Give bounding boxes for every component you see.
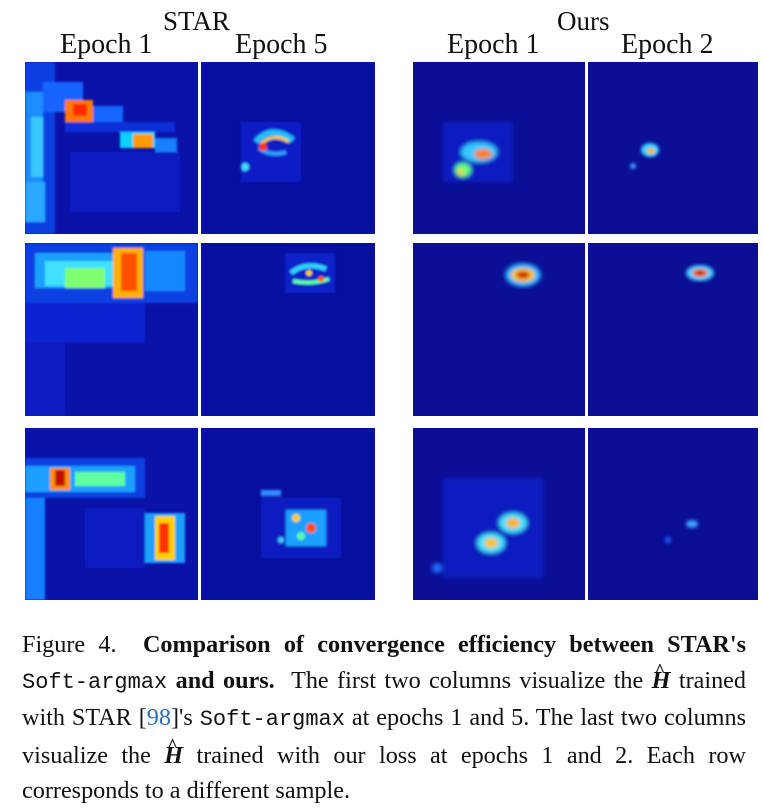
citation-link[interactable]: 98	[146, 704, 171, 732]
heatmap-ours-epoch2-row1	[588, 62, 758, 234]
h-hat-symbol-2: H	[164, 742, 183, 769]
heatmap-star-epoch1-row2	[25, 243, 198, 416]
figure-caption: Figure 4. Comparison of convergence effi…	[22, 627, 746, 809]
h-hat-symbol: H	[652, 667, 671, 694]
heatmap-star-epoch1-row3	[25, 428, 198, 600]
caption-text-1: The first two columns visualize the	[291, 666, 644, 694]
caption-code-1: Soft-argmax	[22, 669, 168, 695]
caption-bold-part1: Comparison of convergence efficiency bet…	[142, 631, 746, 658]
heatmap-ours-epoch2-row2	[588, 243, 758, 416]
caption-text-3: ]'s	[170, 704, 193, 732]
caption-text-2: trained with STAR [	[22, 666, 746, 732]
column-title-ours-epoch2: Epoch 2	[621, 29, 714, 60]
column-title-star-epoch1: Epoch 1	[60, 29, 153, 60]
column-title-ours-epoch1: Epoch 1	[447, 29, 540, 60]
heatmap-ours-epoch1-row3	[413, 428, 585, 600]
heatmap-ours-epoch2-row3	[588, 428, 758, 600]
caption-text-4: at epochs 1 and 5. The last two columns …	[22, 704, 746, 769]
caption-code-2: Soft-argmax	[199, 707, 345, 733]
caption-label: Figure 4.	[22, 631, 117, 658]
heatmap-star-epoch5-row2	[201, 243, 375, 416]
heatmap-star-epoch1-row1	[25, 62, 198, 234]
heatmap-star-epoch5-row1	[201, 62, 375, 234]
column-title-star-epoch5: Epoch 5	[235, 29, 328, 60]
heatmap-star-epoch5-row3	[201, 428, 375, 600]
heatmap-ours-epoch1-row2	[413, 243, 585, 416]
caption-text-5: trained with our loss at epochs 1 and 2.…	[22, 741, 746, 805]
group-title-ours: Ours	[557, 6, 610, 36]
heatmap-ours-epoch1-row1	[413, 62, 585, 234]
group-title-star: STAR	[163, 6, 230, 36]
caption-bold-part2: and ours.	[175, 666, 275, 694]
